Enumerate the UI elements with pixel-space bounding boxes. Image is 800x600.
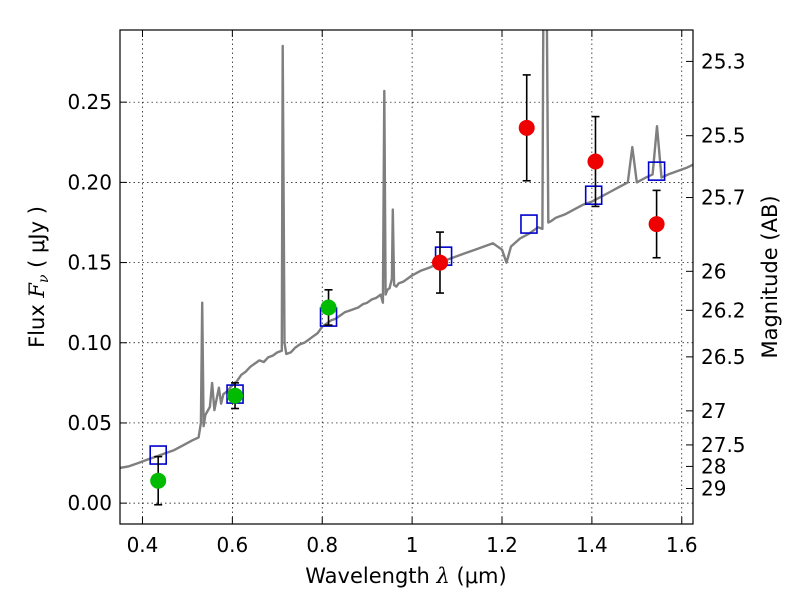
- x-tick-label: 1.6: [666, 533, 698, 557]
- grid-lines: [120, 30, 693, 524]
- x-tick-label: 0.8: [306, 533, 338, 557]
- x-axis-label-prefix: Wavelength: [305, 564, 436, 588]
- observed-nir-marker: [587, 153, 604, 170]
- x-tick-label: 0.4: [127, 533, 159, 557]
- model-photometry-marker: [584, 185, 603, 206]
- observed-nir-marker: [518, 119, 535, 136]
- x-axis-label-symbol: λ: [436, 564, 450, 588]
- observed-optical-marker: [320, 299, 337, 316]
- y-tick-label: 0.00: [67, 491, 112, 515]
- y2-tick-label: 27: [701, 399, 726, 423]
- y2-tick-label: 26: [701, 259, 726, 283]
- x-axis-label: Wavelength λ (μm): [305, 564, 506, 588]
- x-ticks: 0.4 0.6 0.8 1 1.2 1.4 1.6: [127, 30, 698, 557]
- y-tick-label: 0.20: [67, 170, 112, 194]
- y-axis-label-suffix: ( μJy ): [25, 206, 49, 274]
- y-tick-label: 0.15: [67, 251, 112, 275]
- y-axis-label-subscript: ν: [36, 274, 52, 283]
- y2-tick-label: 26.5: [701, 345, 746, 369]
- y-axis-label: Flux Fν ( μJy ): [25, 206, 52, 348]
- y-axis-label-prefix: Flux: [25, 298, 49, 348]
- y2-tick-label: 25.5: [701, 124, 746, 148]
- y2-tick-label: 26.2: [701, 298, 746, 322]
- y2-tick-label: 25.3: [701, 49, 746, 73]
- y2-tick-label: 25.7: [701, 186, 746, 210]
- y-axis-label-symbol: F: [25, 282, 49, 299]
- y2-tick-label: 29: [701, 477, 726, 501]
- y2-tick-label: 28: [701, 454, 726, 478]
- x-tick-label: 1: [406, 533, 419, 557]
- observed-nir-marker: [431, 254, 448, 271]
- model-photometry-marker: [647, 161, 666, 181]
- y2-axis-label: Magnitude (AB): [758, 195, 782, 358]
- y-tick-label: 0.25: [67, 90, 112, 114]
- model-spectrum-line: [120, 30, 693, 470]
- y-tick-label: 0.05: [67, 411, 112, 435]
- observed-optical-marker: [227, 387, 244, 404]
- observed-nir-marker: [648, 216, 665, 233]
- y-tick-label: 0.10: [67, 331, 112, 355]
- y2-tick-label: 27.5: [701, 433, 746, 457]
- observed-optical-marker: [150, 472, 167, 489]
- x-tick-label: 1.2: [486, 533, 518, 557]
- plot-area-clip: [120, 30, 693, 506]
- model-photometry-marker: [520, 214, 538, 234]
- data-markers: [149, 74, 666, 506]
- x-tick-label: 1.4: [576, 533, 608, 557]
- x-axis-label-suffix: (μm): [450, 564, 507, 588]
- plot-frame: [119, 29, 694, 525]
- x-tick-label: 0.6: [216, 533, 248, 557]
- y-ticks: 0.00 0.05 0.10 0.15 0.20 0.25: [67, 90, 127, 515]
